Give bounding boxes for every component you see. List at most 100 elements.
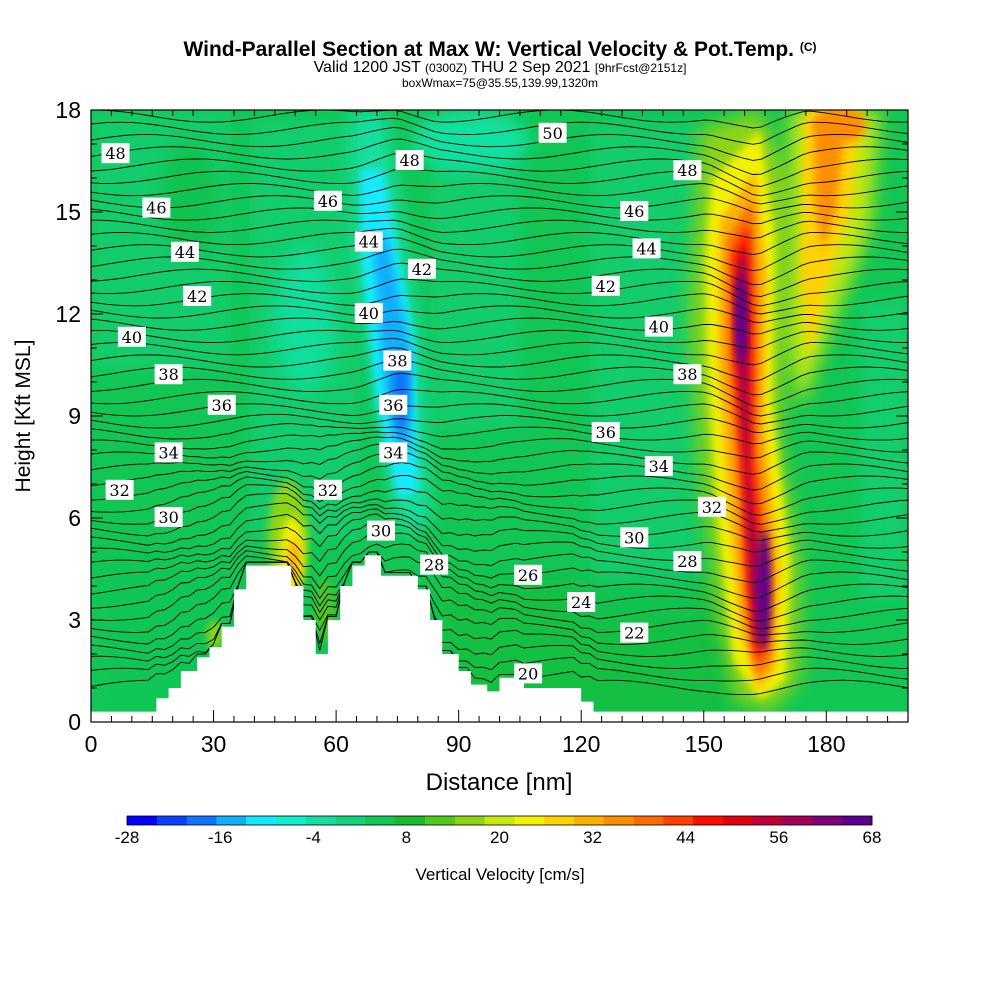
contour-label: 32 bbox=[313, 479, 342, 500]
contour-label-box bbox=[154, 507, 183, 527]
isentrope-line bbox=[91, 207, 908, 225]
contour-label-text: 34 bbox=[158, 443, 178, 462]
colorbar-tick-label: -28 bbox=[115, 828, 140, 847]
contour-label: 44 bbox=[632, 238, 661, 259]
isentrope-line bbox=[91, 347, 908, 382]
contour-label-text: 34 bbox=[649, 457, 669, 476]
contour-label-box bbox=[567, 592, 596, 612]
utc-time: (0300Z) bbox=[425, 61, 468, 75]
isentrope-line bbox=[91, 493, 908, 542]
contour-label-text: 40 bbox=[122, 328, 142, 347]
contour-label-text: 40 bbox=[359, 304, 379, 323]
isentrope-line bbox=[91, 183, 908, 205]
valid-date: THU 2 Sep 2021 bbox=[471, 59, 591, 76]
contour-label-text: 42 bbox=[412, 260, 432, 279]
contour-label: 50 bbox=[538, 122, 567, 143]
contour-label: 34 bbox=[379, 442, 408, 463]
colorbar-swatch bbox=[544, 816, 575, 825]
isentrope-line bbox=[91, 531, 908, 612]
isentrope-line bbox=[91, 317, 908, 335]
isentrope-line bbox=[91, 278, 908, 307]
contour-label: 36 bbox=[207, 394, 236, 415]
contour-label-box bbox=[591, 422, 620, 442]
isentrope-line bbox=[91, 502, 908, 553]
contour-label-box bbox=[354, 303, 383, 323]
isentrope-line bbox=[91, 551, 908, 630]
terrain-mask bbox=[91, 555, 908, 722]
colorbar-tick-label: 20 bbox=[490, 828, 509, 847]
chart-subtitle: Valid 1200 JST (0300Z) THU 2 Sep 2021 [9… bbox=[0, 59, 1000, 77]
colorbar-tick-label: 56 bbox=[769, 828, 788, 847]
contour-label: 44 bbox=[170, 241, 199, 262]
isentrope-line bbox=[91, 474, 908, 525]
contour-label-text: 36 bbox=[383, 396, 403, 415]
colorbar-swatch bbox=[246, 816, 277, 825]
isentrope-line bbox=[91, 227, 908, 256]
colorbar-swatch bbox=[723, 816, 754, 825]
contour-label-text: 32 bbox=[702, 498, 722, 517]
contour-label-box bbox=[207, 394, 236, 415]
contour-label-text: 38 bbox=[158, 365, 178, 384]
contour-label: 30 bbox=[154, 507, 183, 527]
x-tick-label: 120 bbox=[562, 731, 600, 757]
colorbar-swatch bbox=[305, 816, 336, 825]
isentrope-line bbox=[91, 126, 908, 161]
colorbar-swatch bbox=[663, 816, 694, 825]
y-tick-label: 3 bbox=[68, 607, 81, 633]
colorbar-swatch bbox=[782, 816, 813, 825]
colorbar-swatch bbox=[395, 816, 426, 825]
contour-label-text: 30 bbox=[371, 522, 391, 541]
contour-label-text: 50 bbox=[542, 124, 562, 143]
contour-label-text: 28 bbox=[677, 552, 697, 571]
contour-label-box bbox=[105, 479, 134, 500]
colorbar-swatch bbox=[633, 816, 664, 825]
contour-labels: 48 46 44 42 40 38 36 34 32 30 46 48 44 42 40 38 36 34 32 30… bbox=[101, 122, 726, 684]
contour-label: 36 bbox=[591, 422, 620, 442]
contour-label: 40 bbox=[644, 316, 673, 337]
contour-label-text: 46 bbox=[624, 202, 644, 221]
isentrope-line bbox=[91, 551, 908, 657]
contour-label-text: 46 bbox=[318, 192, 338, 211]
contour-label-text: 34 bbox=[383, 443, 403, 462]
contour-label-box bbox=[183, 286, 212, 306]
contour-label-text: 44 bbox=[359, 233, 379, 252]
colorbar-swatch bbox=[484, 816, 515, 825]
y-tick-label: 6 bbox=[68, 505, 81, 531]
colorbar-swatch bbox=[216, 816, 247, 825]
isentrope-line bbox=[91, 413, 908, 434]
colorbar-tick-label: 8 bbox=[402, 828, 411, 847]
isentrope-line bbox=[91, 451, 908, 505]
contour-label: 42 bbox=[407, 258, 436, 279]
contour-label-box bbox=[620, 527, 649, 548]
contour-label: 42 bbox=[183, 286, 212, 306]
y-tick-label: 18 bbox=[55, 97, 81, 123]
x-tick-label: 150 bbox=[685, 731, 723, 757]
contour-label-text: 24 bbox=[571, 593, 591, 612]
contour-label-box bbox=[644, 316, 673, 337]
contour-label-box bbox=[313, 190, 342, 211]
colorbar-tick-label: 32 bbox=[583, 828, 602, 847]
title-text: Wind-Parallel Section at Max W: Vertical… bbox=[183, 38, 794, 61]
contour-label-box bbox=[420, 554, 449, 575]
contour-label-box bbox=[367, 520, 396, 541]
contour-label: 48 bbox=[101, 143, 130, 164]
colorbar-swatch bbox=[186, 816, 217, 825]
isentrope-line bbox=[91, 305, 908, 324]
contour-label-text: 26 bbox=[518, 566, 538, 585]
isentrope-line bbox=[91, 551, 908, 669]
contour-label: 30 bbox=[620, 527, 649, 548]
colorbar-swatch bbox=[335, 816, 366, 825]
contour-label-text: 44 bbox=[175, 243, 195, 262]
contour-label: 46 bbox=[620, 201, 649, 221]
contour-label-box bbox=[514, 564, 543, 585]
colorbar-tick-label: 68 bbox=[863, 828, 882, 847]
isentrope-line bbox=[91, 248, 908, 286]
forecast-info: [9hrFcst@2151z] bbox=[594, 61, 687, 75]
contour-label-box bbox=[673, 364, 702, 385]
secondary-updraft bbox=[785, 110, 880, 410]
x-tick-label: 180 bbox=[807, 731, 845, 757]
contour-label: 24 bbox=[567, 592, 596, 612]
box-info: boxWmax=75@35.55,139.99,1320m bbox=[402, 76, 598, 90]
contour-label: 30 bbox=[367, 520, 396, 541]
valid-time: Valid 1200 JST bbox=[313, 59, 421, 76]
